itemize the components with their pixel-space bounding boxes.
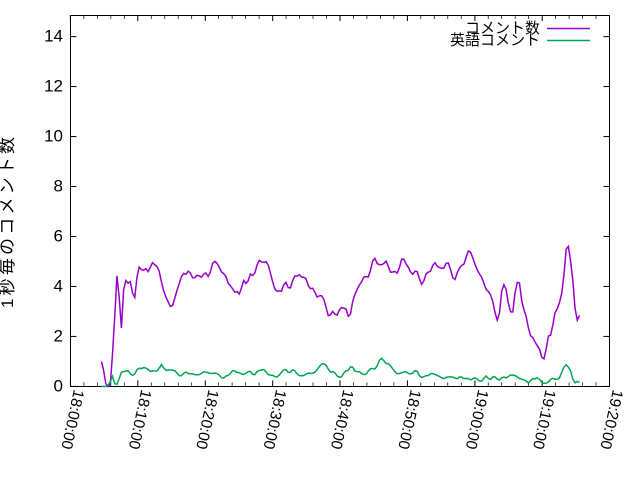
svg-text:12: 12 xyxy=(44,77,63,96)
svg-text:6: 6 xyxy=(54,227,63,246)
svg-text:英語コメント: 英語コメント xyxy=(450,31,540,49)
svg-text:4: 4 xyxy=(54,277,63,296)
svg-text:1秒毎のコメント数: 1秒毎のコメント数 xyxy=(0,134,17,308)
svg-text:10: 10 xyxy=(44,127,63,146)
svg-text:8: 8 xyxy=(54,177,63,196)
svg-text:0: 0 xyxy=(54,377,63,396)
svg-text:14: 14 xyxy=(44,27,63,46)
svg-text:2: 2 xyxy=(54,327,63,346)
